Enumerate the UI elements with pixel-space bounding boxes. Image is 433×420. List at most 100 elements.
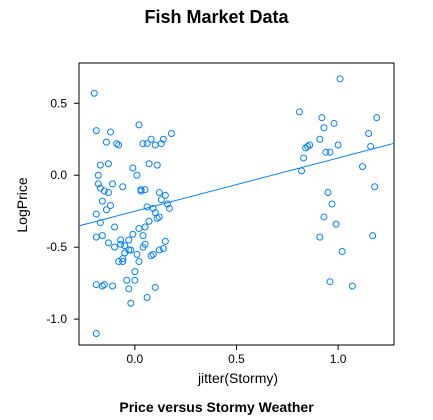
- data-point: [324, 188, 332, 196]
- data-point: [104, 160, 112, 168]
- regression-line: [78, 142, 395, 227]
- data-points: [90, 75, 381, 337]
- data-point: [161, 191, 169, 199]
- data-point: [365, 130, 373, 137]
- data-point: [141, 223, 149, 231]
- data-point: [102, 206, 110, 214]
- y-axis-label: LogPrice: [14, 177, 30, 232]
- data-point: [117, 236, 125, 244]
- data-point: [159, 245, 167, 253]
- data-point: [153, 214, 161, 222]
- data-point: [135, 224, 143, 232]
- data-point: [149, 204, 157, 212]
- data-point: [127, 246, 135, 254]
- data-point: [127, 299, 135, 307]
- data-point: [121, 242, 129, 250]
- data-point: [145, 217, 153, 225]
- data-point: [98, 232, 106, 240]
- data-point: [336, 75, 344, 83]
- data-point: [167, 130, 175, 137]
- data-point: [300, 154, 308, 162]
- data-point: [348, 282, 356, 290]
- data-point: [109, 282, 117, 290]
- data-point: [137, 187, 145, 195]
- data-point: [318, 114, 326, 122]
- x-tick-label: 0.0: [127, 352, 144, 366]
- data-point: [373, 114, 381, 122]
- x-tick-label: 0.5: [228, 352, 245, 366]
- data-point: [133, 250, 141, 258]
- y-axis-ticks: 0.5 0.0 -0.5 -1.0: [46, 96, 79, 326]
- data-point: [133, 171, 141, 179]
- data-point: [143, 294, 151, 302]
- data-point: [369, 232, 377, 240]
- data-point: [94, 180, 102, 188]
- data-point: [332, 220, 340, 228]
- data-point: [92, 127, 100, 135]
- data-point: [147, 252, 155, 260]
- data-point: [151, 283, 159, 291]
- data-point: [90, 89, 98, 97]
- data-point: [151, 141, 159, 149]
- data-point: [115, 258, 123, 266]
- data-point: [129, 230, 137, 238]
- data-point: [326, 148, 334, 156]
- data-point: [111, 223, 119, 231]
- data-point: [111, 243, 119, 251]
- y-tick-label: -0.5: [46, 240, 67, 254]
- data-point: [143, 203, 151, 211]
- data-point: [359, 163, 366, 171]
- y-tick-label: 0.5: [50, 96, 67, 110]
- chart-title: Fish Market Data: [144, 7, 289, 27]
- data-point: [147, 135, 155, 143]
- data-point: [296, 108, 303, 116]
- data-point: [306, 141, 314, 149]
- data-point: [157, 196, 165, 204]
- data-point: [320, 124, 328, 132]
- x-axis-label: jitter(Stormy): [197, 370, 278, 386]
- data-point: [135, 121, 143, 129]
- data-point: [100, 281, 108, 289]
- data-point: [163, 200, 171, 208]
- data-point: [143, 140, 151, 148]
- data-point: [131, 268, 139, 276]
- data-point: [104, 239, 112, 247]
- data-point: [121, 249, 129, 257]
- data-point: [113, 140, 121, 148]
- data-point: [102, 138, 110, 146]
- data-point: [94, 171, 102, 179]
- data-point: [155, 213, 163, 221]
- data-point: [149, 250, 157, 258]
- data-point: [316, 135, 324, 143]
- plot-frame: [78, 62, 395, 346]
- data-point: [109, 180, 117, 188]
- data-point: [135, 258, 143, 266]
- data-point: [145, 160, 153, 168]
- x-axis-ticks: 0.0 0.5 1.0: [127, 345, 347, 366]
- data-point: [155, 188, 163, 196]
- data-point: [338, 247, 346, 255]
- data-point: [123, 276, 131, 284]
- chart-subtitle: Price versus Stormy Weather: [119, 399, 314, 415]
- data-point: [119, 183, 127, 191]
- data-point: [107, 201, 114, 209]
- data-point: [107, 128, 114, 136]
- data-point: [131, 276, 139, 284]
- data-point: [139, 140, 147, 148]
- data-point: [117, 240, 125, 248]
- data-point: [141, 240, 149, 248]
- y-tick-label: 0.0: [50, 168, 67, 182]
- data-point: [92, 329, 100, 337]
- data-point: [320, 213, 328, 221]
- data-point: [125, 236, 133, 244]
- data-point: [334, 141, 342, 149]
- data-point: [298, 167, 306, 175]
- data-point: [139, 232, 147, 240]
- data-point: [161, 237, 169, 245]
- data-point: [92, 281, 100, 289]
- x-tick-label: 1.0: [330, 352, 347, 366]
- data-point: [153, 161, 161, 169]
- data-point: [92, 233, 100, 241]
- data-point: [367, 142, 375, 150]
